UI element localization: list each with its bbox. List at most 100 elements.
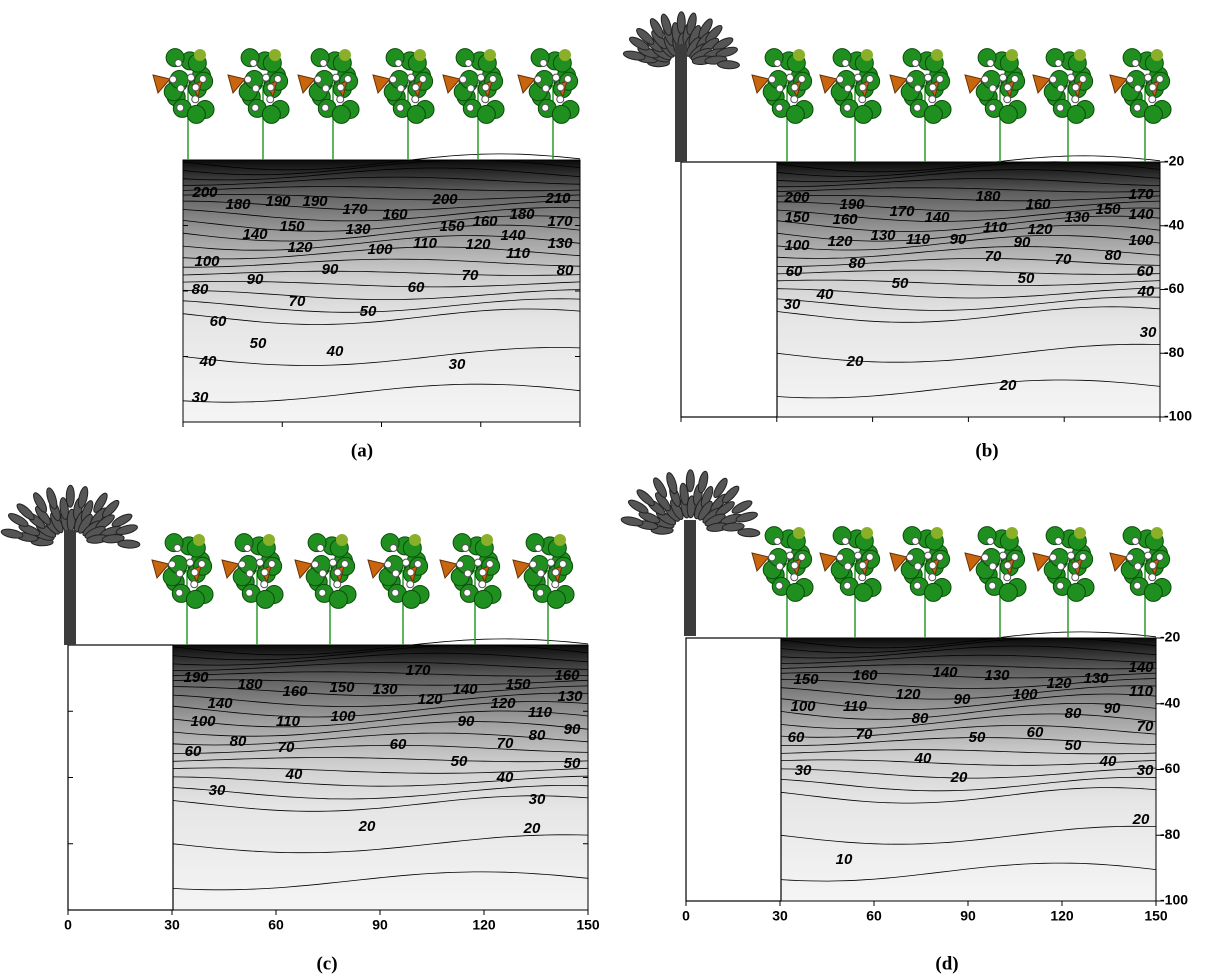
contour-label: 150 [329, 679, 355, 696]
contour-label: 160 [554, 667, 580, 684]
contour-label: 30 [784, 296, 801, 313]
y-tick-label: -20 [1164, 153, 1184, 169]
plant-boll [315, 76, 322, 83]
plant-boll [261, 581, 268, 588]
tree-leaf [118, 540, 140, 549]
contour-label: 120 [1046, 675, 1072, 692]
plant-boll [337, 96, 344, 103]
plant-boll [989, 563, 996, 570]
contour-label: 140 [924, 209, 950, 226]
plant-boll [907, 76, 914, 83]
plant-boll [787, 552, 794, 559]
plant-boll [462, 545, 469, 552]
plant-boll [791, 84, 798, 91]
plant-boll [341, 561, 348, 568]
contour-label: 40 [199, 353, 217, 370]
contour-label: 120 [490, 695, 516, 712]
plant-leaf [269, 49, 281, 61]
contour-label: 110 [276, 713, 301, 730]
contour-label: 90 [458, 713, 475, 730]
x-tick-label: 0 [682, 908, 690, 924]
plant-boll [798, 554, 805, 561]
plant-boll [859, 574, 866, 581]
contour-label: 60 [1027, 724, 1044, 741]
plant-boll [479, 581, 486, 588]
plant [1110, 49, 1171, 162]
plant-boll [174, 545, 181, 552]
plant-boll [912, 60, 919, 67]
contour-label: 60 [185, 743, 202, 760]
plant-leaf [409, 534, 421, 546]
contour-label: 30 [529, 791, 546, 808]
plant [890, 49, 951, 162]
x-tick-label: 150 [1144, 908, 1168, 924]
contour-label: 150 [279, 218, 305, 235]
plant [965, 527, 1026, 638]
tree-leaf [738, 528, 760, 537]
plant-leaf [931, 527, 943, 539]
plant-boll [859, 84, 866, 91]
plant-boll [390, 76, 397, 83]
plant-boll [1072, 84, 1079, 91]
plant-boll [334, 569, 341, 576]
plant-boll [866, 554, 873, 561]
contour-label: 30 [192, 389, 209, 406]
plant-boll [464, 570, 471, 577]
plant-leaf [793, 527, 805, 539]
contour-label: 170 [342, 201, 368, 218]
plant-boll [925, 552, 932, 559]
plant-leaf [1151, 527, 1163, 539]
plant-boll [837, 554, 844, 561]
contour-label: 100 [194, 253, 220, 270]
plant-boll [1072, 562, 1079, 569]
plant [222, 534, 283, 645]
contour-label: 80 [1105, 247, 1122, 264]
contour-label: 90 [950, 231, 967, 248]
plant-boll [407, 581, 414, 588]
tree-leaf [686, 470, 694, 492]
contour-label: 50 [564, 755, 581, 772]
x-tick-label: 150 [576, 917, 600, 933]
plant-leaf [552, 105, 570, 123]
contour-label: 40 [1137, 283, 1155, 300]
contour-label: 170 [405, 662, 431, 679]
contour-label: 70 [856, 726, 873, 743]
plant-boll [390, 545, 397, 552]
plant-boll [557, 96, 564, 103]
plant [752, 49, 813, 162]
contour-label: 80 [192, 281, 209, 298]
plant-boll [1057, 563, 1064, 570]
plant-boll [1132, 538, 1139, 545]
tree [620, 470, 760, 636]
contour-label: 140 [452, 681, 478, 698]
plant-leaf [1006, 49, 1018, 61]
contour-label: 160 [282, 683, 308, 700]
plant-boll [263, 74, 270, 81]
contour-label: 110 [413, 235, 438, 252]
panel-label: (c) [316, 953, 337, 974]
plant [1033, 527, 1094, 638]
plant-boll [989, 582, 996, 589]
contour-label: 90 [322, 261, 339, 278]
plant-leaf [402, 590, 420, 608]
plant-boll [925, 74, 932, 81]
plant-boll [175, 60, 182, 67]
contour-label: 150 [1095, 201, 1121, 218]
plant-leaf [854, 105, 872, 123]
contour-label: 130 [870, 227, 896, 244]
plant-boll [564, 76, 571, 83]
plant-boll [322, 85, 329, 92]
plant-boll [914, 85, 921, 92]
contour-label: 60 [788, 729, 805, 746]
contour-label: 50 [451, 753, 468, 770]
contour-label: 140 [207, 695, 233, 712]
contour-label: 70 [278, 739, 295, 756]
plant-leaf [329, 590, 347, 608]
plant-leaf [854, 583, 872, 601]
plant-boll [239, 561, 246, 568]
plant-boll [537, 589, 544, 596]
contour-label: 40 [816, 286, 834, 303]
contour-label: 90 [954, 691, 971, 708]
plant-boll [198, 561, 205, 568]
tree-zone [686, 638, 781, 901]
